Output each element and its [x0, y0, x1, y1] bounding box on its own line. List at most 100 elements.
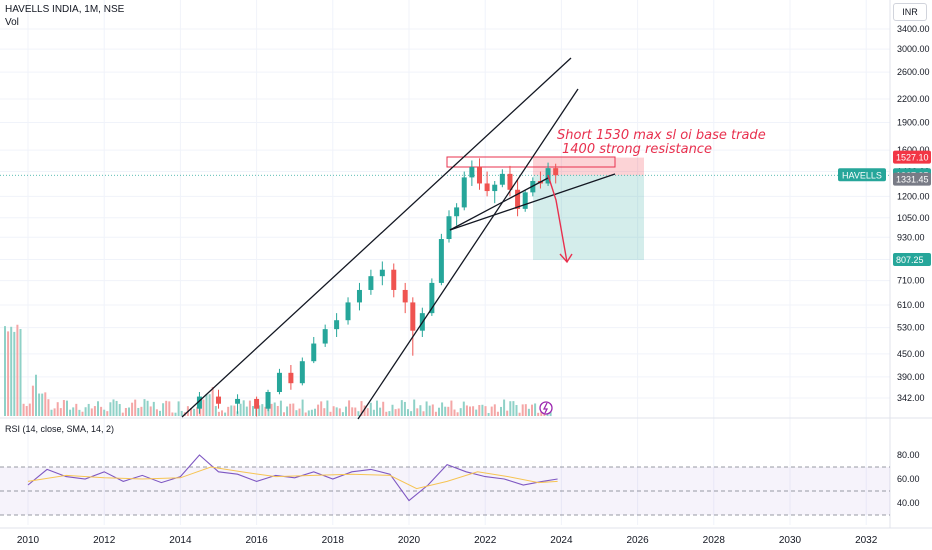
candle[interactable] — [461, 177, 467, 208]
candle[interactable] — [515, 189, 521, 209]
candle[interactable] — [196, 396, 202, 409]
lightning-icon[interactable] — [539, 401, 553, 415]
volume-bar — [47, 399, 50, 416]
channel-upper-line[interactable] — [181, 57, 572, 418]
candle[interactable] — [499, 173, 505, 185]
symbol-title[interactable]: HAVELLS INDIA, 1M, NSE — [5, 4, 125, 15]
price-tag[interactable] — [893, 172, 931, 186]
rsi-legend[interactable]: RSI (14, close, SMA, 14, 2) — [5, 424, 115, 434]
volume-bar — [100, 406, 103, 416]
rsi-panel — [0, 454, 890, 516]
candle[interactable] — [476, 167, 482, 184]
candle[interactable] — [299, 361, 305, 384]
volume-bar — [115, 400, 118, 416]
volume-bar — [149, 406, 152, 416]
volume-bar — [66, 400, 68, 416]
volume-bar — [475, 409, 478, 416]
volume-bar — [428, 405, 431, 416]
candle[interactable] — [454, 207, 460, 217]
candle[interactable] — [438, 239, 444, 283]
volume-bar — [496, 411, 499, 416]
volume-bar — [81, 411, 84, 416]
price-tag-value: 807.25 — [896, 255, 924, 265]
resistance-box[interactable] — [446, 156, 616, 168]
volume-bar — [320, 401, 323, 416]
volume-bar — [453, 409, 456, 416]
candle[interactable] — [484, 183, 490, 192]
volume-bar — [10, 326, 13, 416]
candle[interactable] — [322, 329, 328, 344]
candle[interactable] — [235, 398, 241, 404]
volume-bar — [441, 402, 444, 416]
currency-button[interactable]: INR — [893, 3, 927, 21]
candle[interactable] — [507, 173, 513, 190]
stop-loss-zone[interactable] — [533, 157, 644, 176]
volume-bar — [121, 412, 124, 416]
volume-bar — [348, 400, 351, 416]
volume-bar — [78, 409, 81, 416]
candle[interactable] — [368, 276, 374, 290]
volume-bar — [143, 399, 146, 416]
volume-bar — [279, 400, 282, 416]
candle[interactable] — [345, 302, 351, 321]
volume-bar — [118, 404, 121, 416]
candle[interactable] — [379, 269, 385, 277]
volume-bar — [261, 404, 264, 416]
candle[interactable] — [276, 372, 282, 393]
symbol-tag[interactable] — [838, 168, 886, 182]
channel-lower-line[interactable] — [357, 88, 579, 420]
time-tick-label: 2026 — [626, 535, 649, 546]
volume-bar — [146, 400, 149, 416]
triangle-support-line[interactable] — [449, 173, 616, 231]
candle[interactable] — [469, 167, 475, 178]
volume-bar — [360, 401, 363, 416]
time-tick-label: 2022 — [474, 535, 497, 546]
candle[interactable] — [410, 302, 416, 331]
short-arrow[interactable] — [547, 174, 568, 263]
volume-bar — [341, 412, 344, 416]
rsi-series-sma[interactable] — [27, 466, 558, 490]
time-axis[interactable]: 2010 2012 2014 2016 2018 2020 2022 2024 2026 2028… — [17, 535, 878, 546]
candle[interactable] — [522, 192, 528, 209]
price-tag[interactable] — [893, 150, 931, 164]
volume-bar — [509, 401, 512, 416]
volume-label[interactable]: Vol — [5, 17, 19, 28]
volume-bar — [462, 401, 465, 416]
candle[interactable] — [391, 269, 397, 290]
candle[interactable] — [492, 184, 498, 192]
candle[interactable] — [265, 392, 271, 409]
candle[interactable] — [288, 372, 294, 384]
volume-bar — [304, 412, 307, 416]
candle[interactable] — [334, 320, 340, 330]
candle[interactable] — [429, 282, 435, 314]
volume-bar — [301, 399, 304, 416]
candle[interactable] — [216, 396, 221, 404]
candle[interactable] — [446, 216, 452, 240]
volume-bar — [248, 400, 251, 416]
volume-bar — [128, 407, 130, 416]
volume-bar — [56, 402, 59, 416]
volume-bar — [208, 394, 211, 416]
trend-lines — [181, 57, 616, 420]
price-tag[interactable] — [893, 253, 931, 267]
volume-bar — [245, 406, 248, 416]
symbol-tag-label: HAVELLS — [842, 170, 882, 180]
candle[interactable] — [356, 289, 362, 303]
volume-bar — [351, 407, 354, 416]
candle[interactable] — [402, 289, 408, 303]
volume-bar — [168, 401, 171, 416]
volume-bar — [196, 406, 199, 416]
volume-bar — [419, 405, 422, 416]
candle[interactable] — [311, 343, 317, 362]
volume-bar — [376, 400, 378, 416]
volume-bar — [217, 411, 220, 416]
volume-bar — [124, 407, 127, 416]
volume-bar — [394, 409, 397, 416]
time-tick-label: 2012 — [93, 535, 116, 546]
volume-bar — [180, 410, 183, 416]
volume-bar — [155, 409, 158, 416]
candle[interactable] — [553, 168, 559, 176]
candle[interactable] — [254, 398, 260, 409]
triangle-lower-line[interactable] — [449, 177, 549, 231]
target-zone[interactable] — [533, 175, 644, 261]
